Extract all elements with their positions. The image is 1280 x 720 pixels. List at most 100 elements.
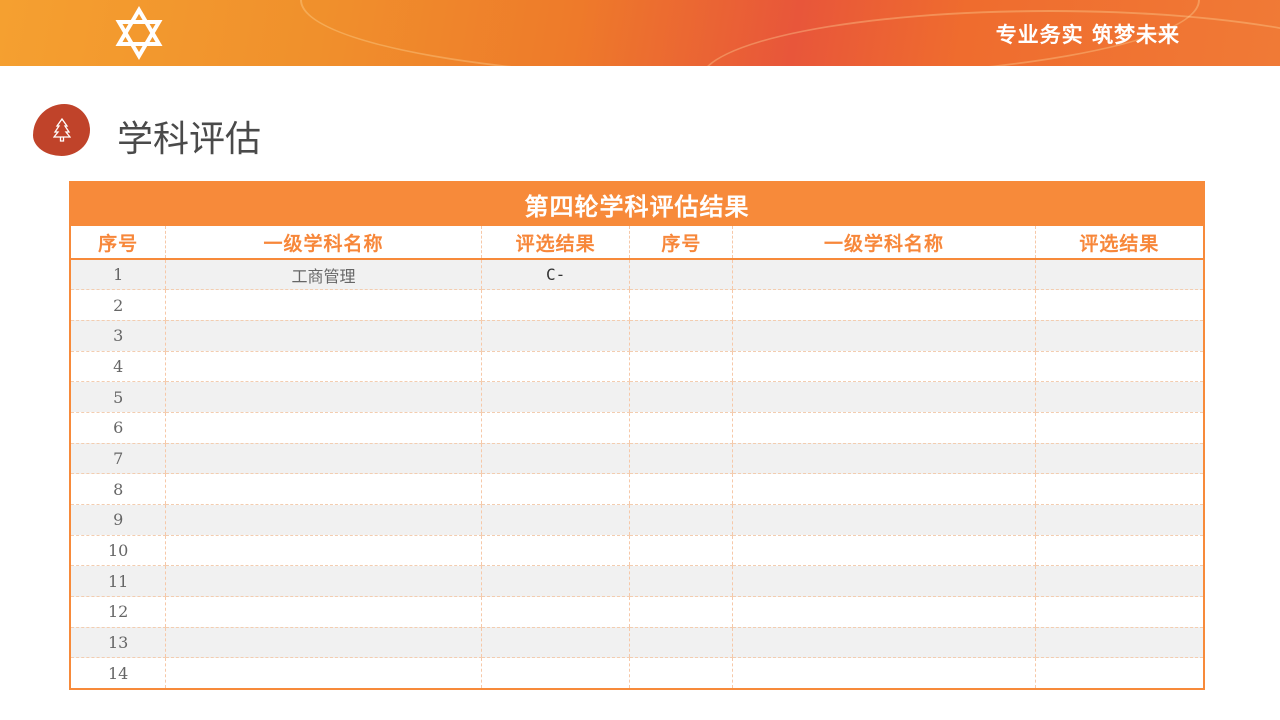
table-caption: 第四轮学科评估结果 (69, 182, 1204, 226)
table-cell (165, 504, 482, 536)
table-cell: 4 (69, 351, 166, 383)
table-cell (1034, 657, 1204, 690)
table-cell (732, 596, 1036, 628)
table-cell (629, 535, 733, 567)
table-cell (732, 657, 1036, 690)
table-cell: 11 (69, 565, 166, 598)
column-header: 序号 (69, 226, 166, 260)
slogan: 专业务实 筑梦未来 (995, 23, 1180, 47)
table-cell (732, 443, 1036, 475)
table-cell: 9 (69, 504, 166, 536)
table-row: 11 (69, 565, 1204, 598)
table-cell (480, 504, 630, 536)
table-cell (629, 596, 733, 628)
table-cell: 13 (69, 627, 166, 659)
table-row: 6 (69, 412, 1204, 444)
table-cell (165, 443, 482, 475)
table-cell (165, 596, 482, 628)
table-cell (629, 504, 733, 536)
table-cell: C- (480, 259, 630, 291)
table-cell (732, 320, 1036, 352)
table-cell (165, 412, 482, 444)
table-row: 1 工商管理 C- (69, 259, 1204, 291)
table-cell (732, 412, 1036, 444)
table-cell (629, 565, 733, 598)
table-cell (480, 289, 630, 321)
table-cell (165, 381, 482, 413)
table-cell: 3 (69, 320, 166, 352)
table-cell (732, 351, 1036, 383)
table-cell (629, 627, 733, 659)
table-cell (480, 473, 630, 505)
table-row: 13 (69, 627, 1204, 659)
table-cell (629, 473, 733, 505)
table-cell (165, 657, 482, 690)
table-row: 9 (69, 504, 1204, 536)
table-cell (165, 627, 482, 659)
table-cell (480, 351, 630, 383)
table-cell (1034, 443, 1204, 475)
table-row: 10 (69, 535, 1204, 567)
table-cell (165, 289, 482, 321)
table-cell (1034, 351, 1204, 383)
table-cell (1034, 259, 1204, 291)
table-cell (165, 535, 482, 567)
header-banner: 专业务实 筑梦未来 (0, 0, 1280, 66)
table-row: 5 (69, 381, 1204, 413)
table-cell (165, 351, 482, 383)
table-cell (165, 473, 482, 505)
table-row: 4 (69, 351, 1204, 383)
table-cell: 2 (69, 289, 166, 321)
table-cell (165, 320, 482, 352)
table-row: 8 (69, 473, 1204, 505)
column-header: 评选结果 (480, 226, 630, 260)
table-cell (1034, 412, 1204, 444)
tree-icon (33, 104, 90, 156)
table-cell: 10 (69, 535, 166, 567)
table-cell (629, 289, 733, 321)
table-cell: 6 (69, 412, 166, 444)
column-header: 序号 (629, 226, 733, 260)
page-title: 学科评估 (117, 119, 262, 160)
table-cell (480, 596, 630, 628)
table-cell (480, 381, 630, 413)
table-cell (732, 627, 1036, 659)
table-cell (629, 259, 733, 291)
table-cell (1034, 535, 1204, 567)
table-cell (732, 381, 1036, 413)
table-cell (732, 535, 1036, 567)
table-cell (1034, 504, 1204, 536)
table-row: 2 (69, 289, 1204, 321)
table-cell (1034, 565, 1204, 598)
table-cell (629, 412, 733, 444)
table-cell (480, 412, 630, 444)
table-cell (480, 535, 630, 567)
table-cell (629, 443, 733, 475)
table-cell (1034, 473, 1204, 505)
table-cell (1034, 381, 1204, 413)
table-cell (1034, 596, 1204, 628)
column-header: 一级学科名称 (732, 226, 1036, 260)
table-cell (1034, 320, 1204, 352)
table-cell (629, 351, 733, 383)
table-row: 14 (69, 657, 1204, 690)
table-cell (732, 289, 1036, 321)
table-cell (1034, 627, 1204, 659)
table-cell: 14 (69, 657, 166, 690)
table-cell: 5 (69, 381, 166, 413)
table-cell (165, 565, 482, 598)
column-header: 评选结果 (1034, 226, 1204, 260)
table-cell (480, 443, 630, 475)
table-cell (732, 473, 1036, 505)
table-cell (732, 504, 1036, 536)
table-cell (732, 259, 1036, 291)
evaluation-table: 第四轮学科评估结果 序号 一级学科名称 评选结果 序号 一级学科名称 评选结果 1 工商管理… (69, 181, 1205, 690)
table-row: 12 (69, 596, 1204, 628)
star-logo-icon (115, 6, 163, 60)
table-cell (480, 657, 630, 690)
table-cell: 8 (69, 473, 166, 505)
table-cell: 工商管理 (165, 259, 482, 291)
table-cell (480, 565, 630, 598)
column-header: 一级学科名称 (165, 226, 482, 260)
table-cell (732, 565, 1036, 598)
